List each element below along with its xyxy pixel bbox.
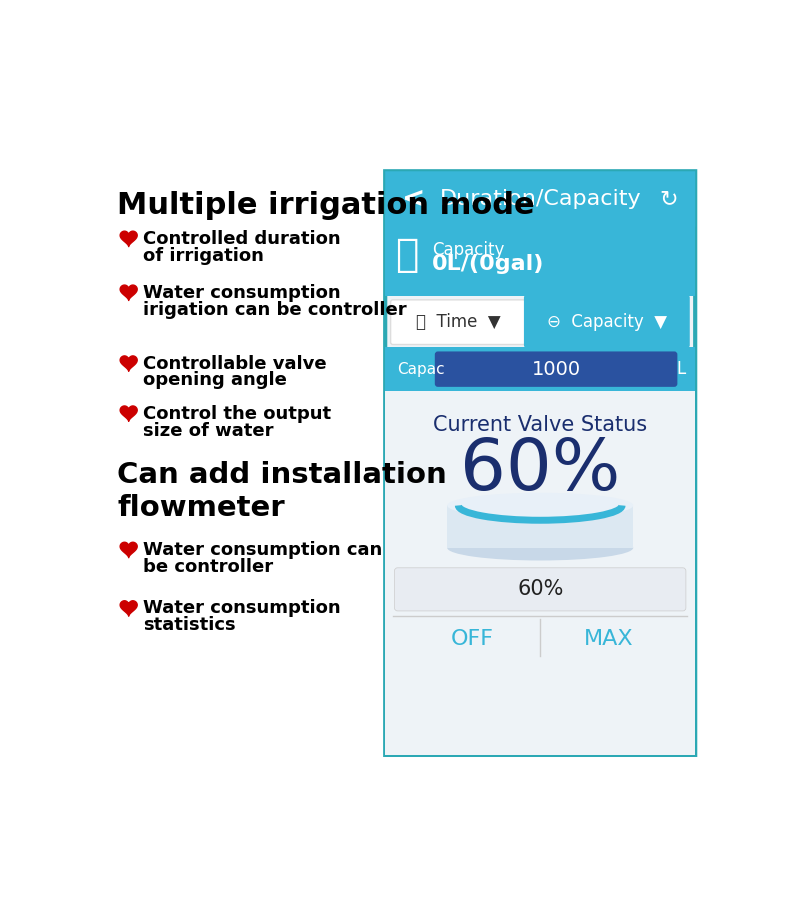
Text: Capacity: Capacity [432,241,504,259]
Text: Controlled duration: Controlled duration [142,230,340,248]
Text: of irrigation: of irrigation [142,247,263,265]
Ellipse shape [447,493,634,518]
FancyBboxPatch shape [394,568,686,611]
Text: ⧖: ⧖ [395,236,418,274]
Polygon shape [120,232,137,247]
Bar [386,347,695,391]
Text: 60%: 60% [460,436,620,505]
Text: Water consumption: Water consumption [142,599,340,617]
Text: 1000: 1000 [531,359,581,378]
Text: opening angle: opening angle [142,371,286,389]
Text: ⊖  Capacity  ▼: ⊖ Capacity ▼ [547,314,667,332]
Text: <: < [402,185,426,213]
Text: Controllable valve: Controllable valve [142,354,326,372]
Bar [386,227,695,296]
Text: ⦿  Time  ▼: ⦿ Time ▼ [416,314,500,332]
Text: Capac: Capac [398,361,446,377]
Polygon shape [120,285,137,300]
Text: Current Valve Status: Current Valve Status [433,414,647,434]
Text: Control the output: Control the output [142,405,330,423]
Polygon shape [120,542,137,558]
Text: OFF: OFF [450,629,494,649]
Text: ↻: ↻ [659,189,678,209]
FancyBboxPatch shape [524,296,690,348]
Text: 60%: 60% [517,579,563,599]
FancyBboxPatch shape [390,300,526,344]
Bar [386,391,695,755]
Text: Multiple irrigation mode: Multiple irrigation mode [117,191,534,220]
Polygon shape [120,601,137,616]
Text: MAX: MAX [583,629,634,649]
Polygon shape [120,356,137,371]
Text: Duration/Capacity: Duration/Capacity [439,189,641,209]
Text: 0L/(0gal): 0L/(0gal) [432,254,544,275]
FancyBboxPatch shape [386,171,695,227]
Text: L: L [677,360,686,378]
Text: size of water: size of water [142,422,273,440]
Text: statistics: statistics [142,616,235,634]
FancyBboxPatch shape [435,351,678,387]
Text: Water consumption: Water consumption [142,284,340,302]
Text: Water consumption can: Water consumption can [142,541,382,559]
Bar [447,505,634,548]
Polygon shape [120,406,137,422]
Text: irigation can be controller: irigation can be controller [142,301,406,319]
Bar [386,215,695,227]
Ellipse shape [447,535,634,560]
Text: be controller: be controller [142,558,273,576]
Text: Can add installation
flowmeter: Can add installation flowmeter [117,460,446,523]
FancyBboxPatch shape [386,171,695,755]
